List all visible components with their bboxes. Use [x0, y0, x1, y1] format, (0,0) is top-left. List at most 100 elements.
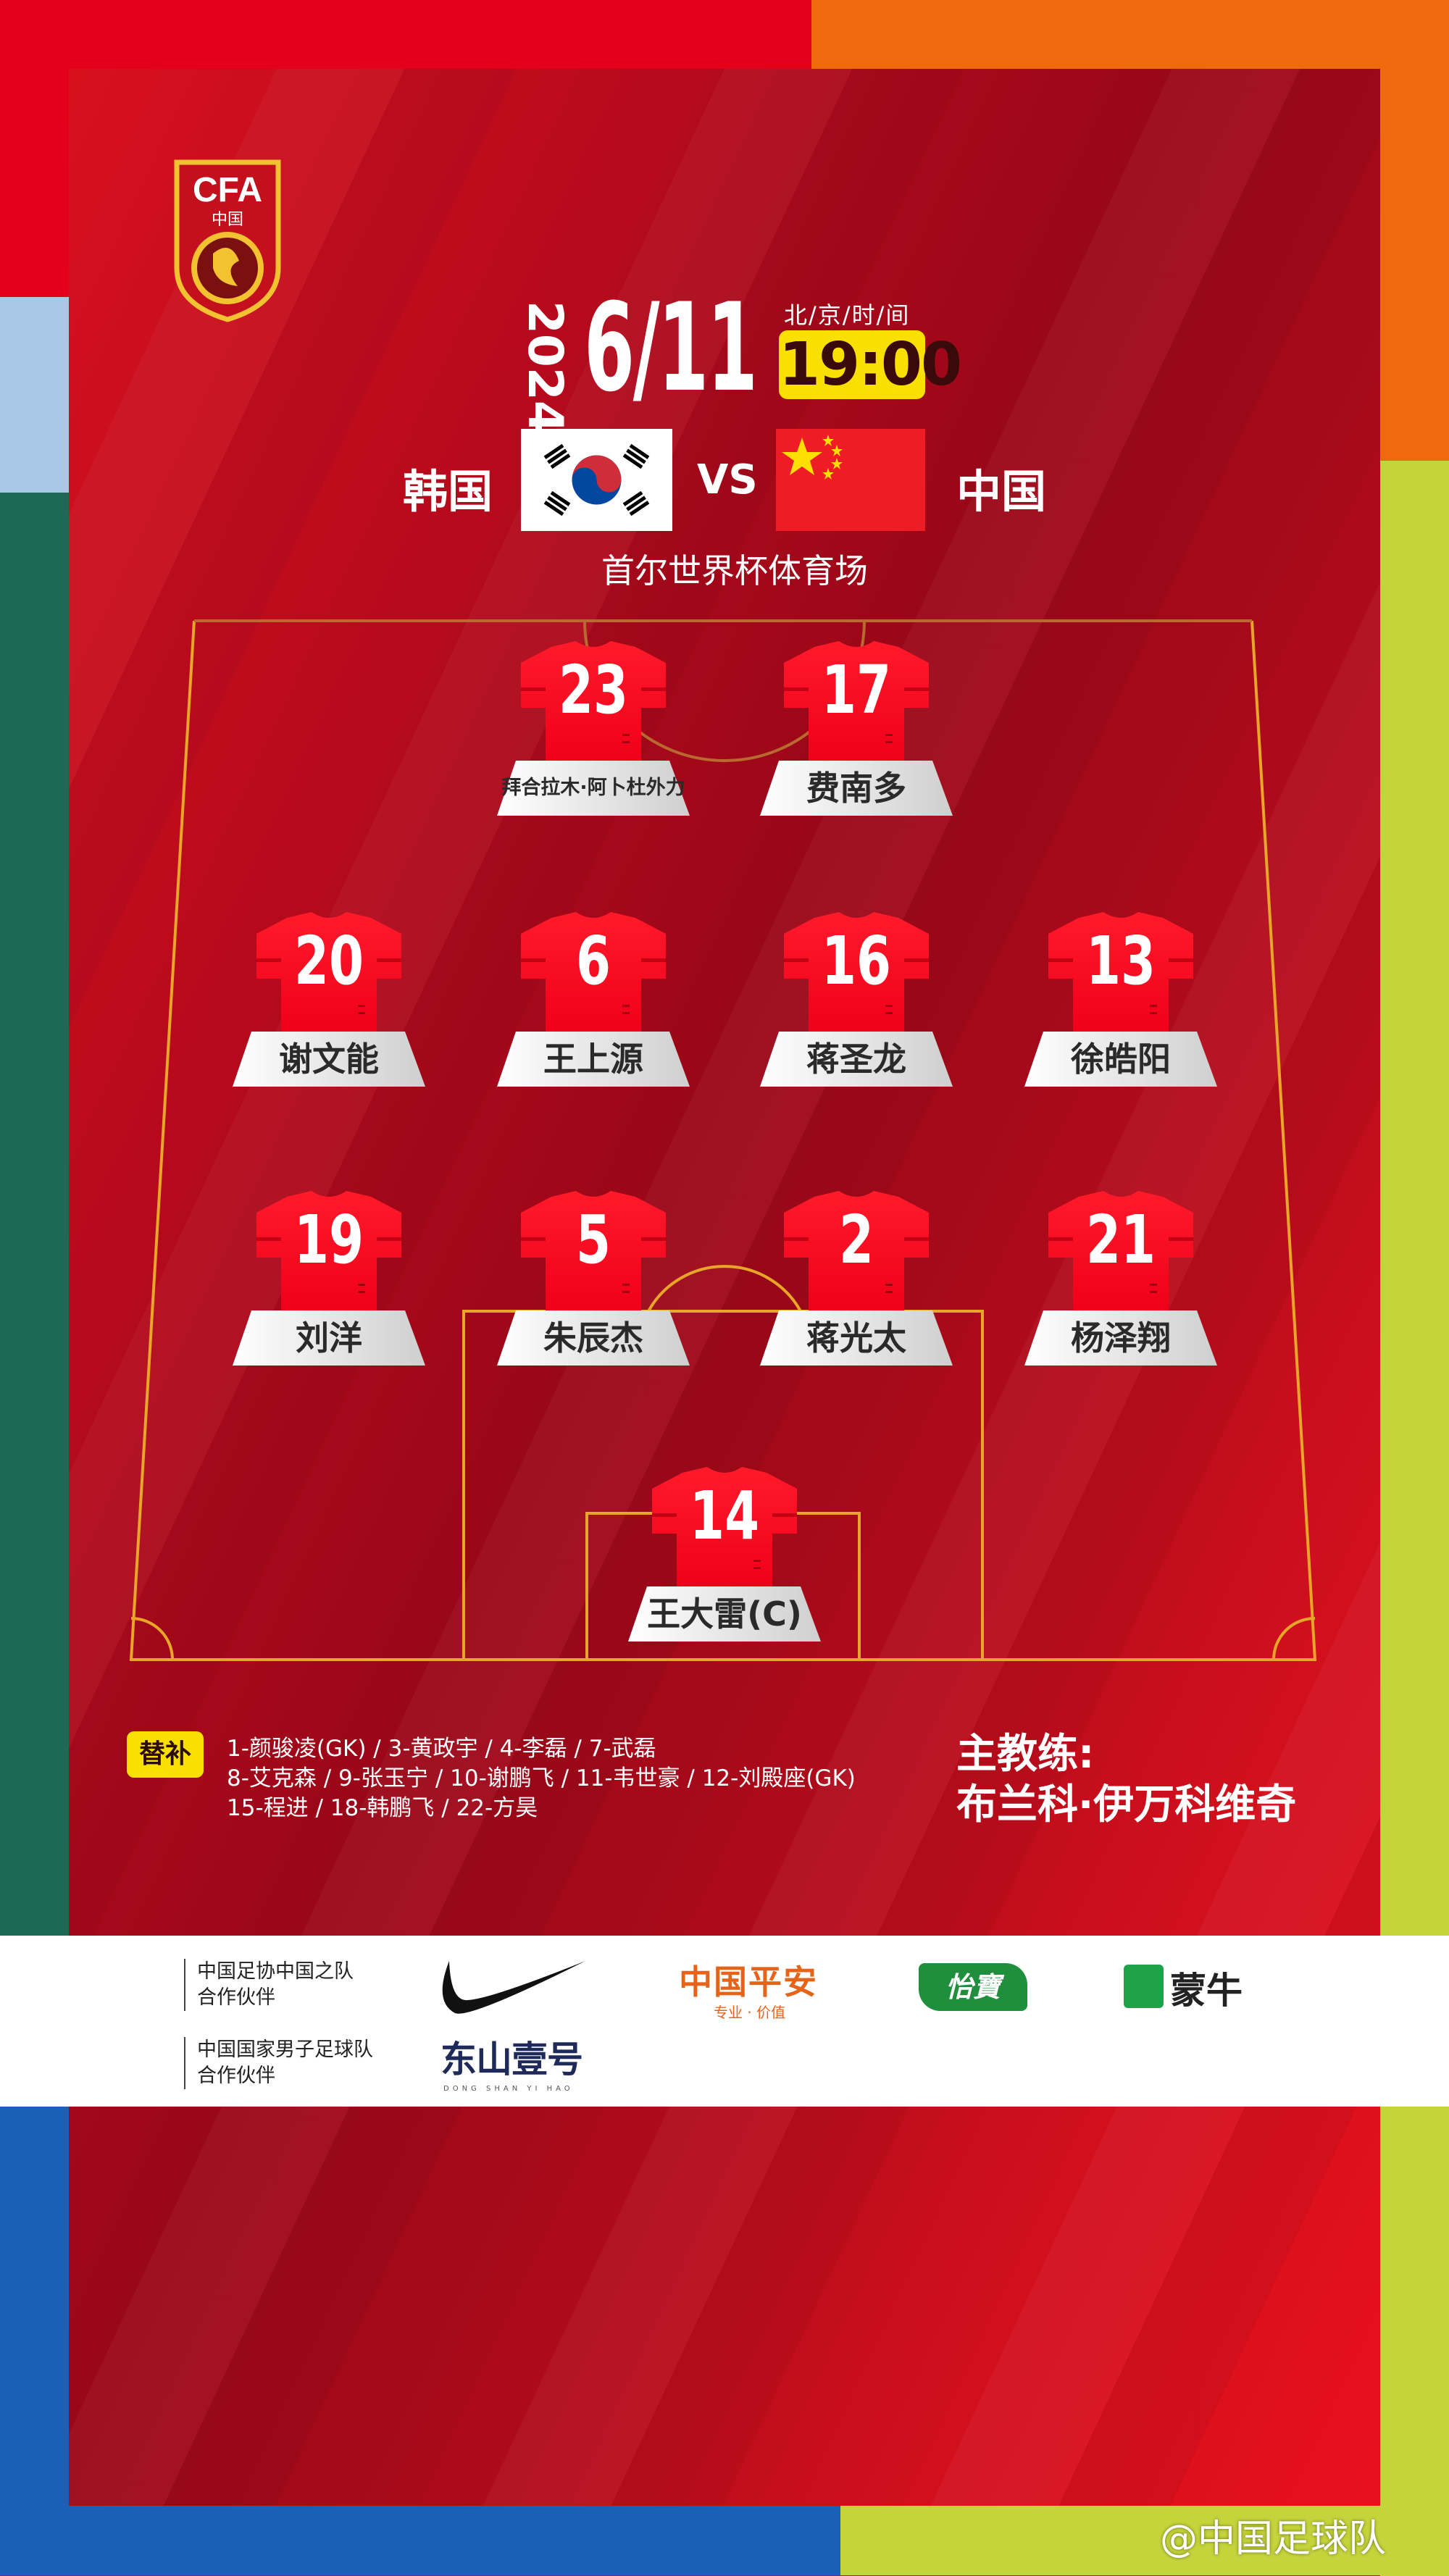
player-7: 5 朱辰杰	[496, 1191, 691, 1368]
substitutes-line: 15-程进 / 18-韩鹏飞 / 22-方昊	[227, 1795, 538, 1821]
mengniu-logo: 蒙牛	[1170, 1970, 1243, 2012]
nike-logo	[442, 1961, 585, 2014]
jersey-number: 17	[821, 651, 892, 729]
jersey-icon	[521, 641, 666, 761]
pitch-outline	[129, 620, 1317, 1661]
jersey-number: 6	[575, 922, 611, 1000]
svg-text:CFA: CFA	[193, 171, 262, 209]
pingan-slogan: 专业 · 价值	[714, 2004, 786, 2021]
jersey-icon	[1048, 1191, 1193, 1310]
player-name: 朱辰杰	[543, 1318, 643, 1358]
home-team: 韩国	[403, 465, 493, 518]
jersey-number: 23	[558, 651, 629, 729]
name-card: 朱辰杰	[496, 1309, 691, 1367]
jersey-icon	[256, 912, 401, 1032]
jersey-icon	[784, 1191, 929, 1310]
penalty-arc	[647, 1265, 802, 1312]
sponsor-label-line: 中国国家男子足球队	[197, 2038, 373, 2061]
player-name: 费南多	[806, 769, 906, 808]
jersey-icon	[521, 912, 666, 1032]
korea-flag-icon	[521, 429, 672, 531]
name-card: 王大雷(C)	[627, 1585, 822, 1643]
name-card: 费南多	[759, 759, 954, 817]
jersey-icon	[652, 1467, 797, 1586]
background-green-strip	[0, 493, 69, 2104]
background-orange-strip	[1380, 0, 1449, 461]
sponsor-label-line: 合作伙伴	[197, 1986, 275, 2009]
substitutes-badge: 替补	[127, 1731, 204, 1778]
jersey-number: 16	[821, 922, 892, 1000]
jersey-number: 21	[1085, 1201, 1156, 1279]
player-name: 谢文能	[279, 1040, 379, 1079]
background-blue-bottom	[0, 2506, 840, 2575]
player-name: 蒋光太	[806, 1318, 906, 1358]
coach-label: 主教练:	[956, 1731, 1095, 1778]
player-3: 6 王上源	[496, 912, 691, 1090]
away-team: 中国	[956, 465, 1047, 518]
player-2: 20 谢文能	[231, 912, 427, 1090]
player-name: 徐皓阳	[1071, 1040, 1171, 1079]
sponsor-label-line: 合作伙伴	[197, 2065, 275, 2087]
name-card: 拜合拉木·阿卜杜外力	[496, 759, 691, 817]
name-card: 刘洋	[231, 1309, 427, 1367]
background-lime-strip	[1380, 461, 1449, 2576]
player-5: 13 徐皓阳	[1023, 912, 1219, 1090]
match-year: 2024	[517, 301, 573, 434]
substitutes-line: 8-艾克森 / 9-张玉宁 / 10-谢鹏飞 / 11-韦世豪 / 12-刘殿座…	[227, 1765, 856, 1791]
player-name: 王大雷(C)	[647, 1594, 802, 1634]
beijing-time-label: 北/京/时/间	[784, 301, 911, 329]
player-name: 王上源	[543, 1040, 643, 1079]
dongshan-logo: 东山壹号	[440, 2038, 583, 2081]
name-card: 蒋圣龙	[759, 1030, 954, 1088]
coach-name: 布兰科·伊万科维奇	[956, 1781, 1297, 1828]
pingan-logo: 中国平安	[679, 1962, 818, 2002]
jersey-icon	[1048, 912, 1193, 1032]
jersey-number: 14	[689, 1477, 760, 1555]
yibao-logo: 怡寶	[919, 1963, 1027, 2011]
name-card: 谢文能	[231, 1030, 427, 1088]
jersey-number: 2	[838, 1201, 874, 1279]
jersey-number: 13	[1085, 922, 1156, 1000]
name-card: 王上源	[496, 1030, 691, 1088]
match-time: 19:00	[779, 330, 962, 399]
name-card: 杨泽翔	[1023, 1309, 1219, 1367]
player-name: 杨泽翔	[1071, 1318, 1171, 1358]
player-name: 蒋圣龙	[806, 1040, 906, 1079]
sponsor-group-label: 中国国家男子足球队 合作伙伴	[184, 2037, 373, 2089]
player-1: 17 费南多	[759, 641, 954, 819]
sponsor-band	[0, 1936, 1449, 2107]
dongshan-subtext: DONG SHAN YI HAO	[443, 2085, 574, 2093]
player-4: 16 蒋圣龙	[759, 912, 954, 1090]
jersey-number: 5	[575, 1201, 611, 1279]
player-name: 拜合拉木·阿卜杜外力	[501, 777, 685, 799]
sponsor-label-line: 中国足协中国之队	[197, 1960, 354, 1983]
background-blue-strip	[0, 2104, 69, 2575]
jersey-icon	[784, 912, 929, 1032]
cfa-logo: CFA 中国	[172, 159, 283, 322]
jersey-number: 19	[293, 1201, 364, 1279]
match-date: 6/11	[584, 277, 758, 419]
jersey-icon	[784, 641, 929, 761]
player-0: 23 拜合拉木·阿卜杜外力	[496, 641, 691, 819]
background-lime-bottom	[840, 2506, 1449, 2575]
jersey-number: 20	[293, 922, 364, 1000]
substitutes-line: 1-颜骏凌(GK) / 3-黄政宇 / 4-李磊 / 7-武磊	[227, 1736, 656, 1762]
player-10: 14 王大雷(C)	[627, 1467, 822, 1644]
svg-text:中国: 中国	[212, 211, 243, 229]
player-6: 19 刘洋	[231, 1191, 427, 1368]
player-name: 刘洋	[296, 1318, 362, 1358]
player-8: 2 蒋光太	[759, 1191, 954, 1368]
background-orange-block	[811, 0, 1449, 70]
name-card: 蒋光太	[759, 1309, 954, 1367]
player-9: 21 杨泽翔	[1023, 1191, 1219, 1368]
name-card: 徐皓阳	[1023, 1030, 1219, 1088]
stadium-name: 首尔世界杯体育场	[601, 551, 868, 590]
sponsor-group-label: 中国足协中国之队 合作伙伴	[184, 1959, 354, 2011]
mengniu-mark-icon	[1124, 1965, 1164, 2008]
jersey-icon	[521, 1191, 666, 1310]
corner-arc-right	[1272, 1617, 1316, 1660]
versus-label: VS	[697, 456, 758, 503]
background-lightblue-strip	[0, 297, 69, 493]
weibo-watermark: @中国足球队	[1160, 2517, 1387, 2561]
china-flag-icon	[776, 429, 925, 531]
